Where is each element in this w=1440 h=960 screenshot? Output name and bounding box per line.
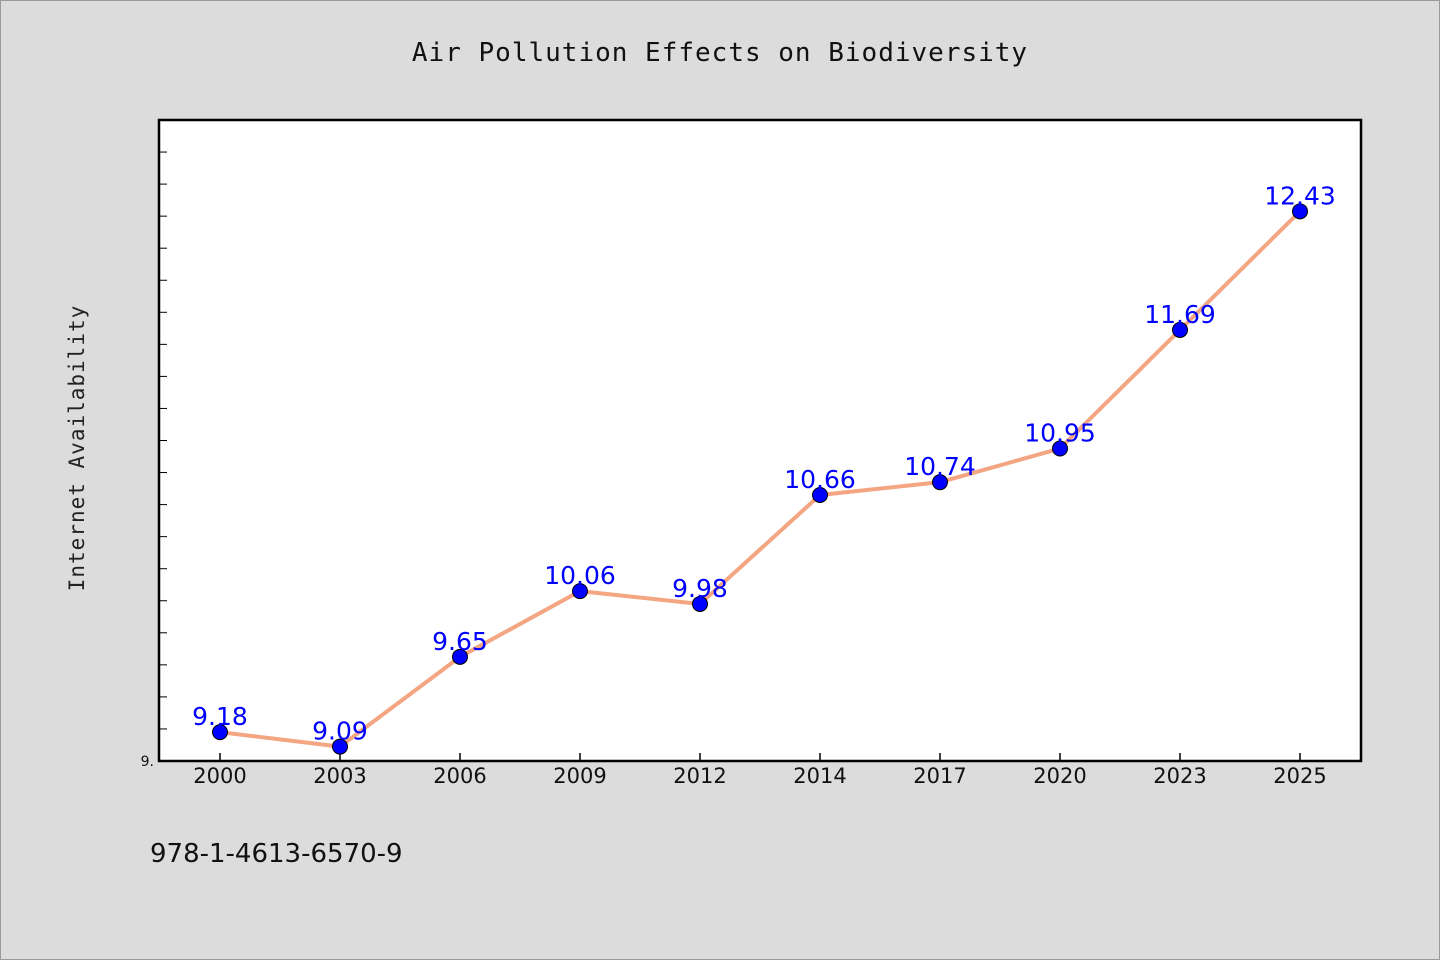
data-label: 12.43 bbox=[1264, 181, 1336, 210]
data-point bbox=[932, 474, 948, 491]
plot-area bbox=[157, 118, 1363, 763]
x-tick-label: 2003 bbox=[313, 764, 366, 788]
data-label: 10.95 bbox=[1024, 419, 1096, 448]
data-point bbox=[1292, 203, 1308, 220]
series-markers bbox=[212, 203, 1308, 755]
data-label: 9.65 bbox=[432, 627, 488, 656]
y-axis-label: Internet Availability bbox=[65, 305, 89, 592]
chart-title: Air Pollution Effects on Biodiversity bbox=[412, 38, 1028, 68]
data-point bbox=[212, 724, 228, 741]
y-tick-label: 9. bbox=[141, 754, 154, 770]
x-axis-tick-labels: 2000 2003 2006 2009 2012 2014 2017 2020 2023 2025 bbox=[193, 764, 1326, 788]
y-axis-ticks bbox=[159, 151, 167, 730]
data-label: 9.18 bbox=[192, 702, 248, 731]
data-label: 9.98 bbox=[672, 574, 728, 603]
x-axis-ticks bbox=[219, 753, 1301, 761]
data-label: 11.69 bbox=[1144, 300, 1216, 329]
x-tick-label: 2000 bbox=[193, 764, 246, 788]
data-label: 10.06 bbox=[544, 561, 616, 590]
x-tick-label: 2009 bbox=[553, 764, 606, 788]
data-label: 10.74 bbox=[904, 452, 976, 481]
data-point bbox=[332, 738, 348, 755]
data-point bbox=[1172, 321, 1188, 338]
x-tick-label: 2012 bbox=[673, 764, 726, 788]
data-labels: 9.18 9.09 9.65 10.06 9.98 10.66 10.74 10.95 11.6… bbox=[192, 181, 1336, 745]
x-tick-label: 2006 bbox=[433, 764, 486, 788]
x-tick-label: 2020 bbox=[1033, 764, 1086, 788]
data-label: 9.09 bbox=[312, 717, 368, 746]
series-line bbox=[219, 209, 1302, 749]
data-point bbox=[572, 583, 588, 600]
data-label: 10.66 bbox=[784, 465, 856, 494]
data-point bbox=[812, 486, 828, 503]
x-tick-label: 2023 bbox=[1153, 764, 1206, 788]
data-point bbox=[452, 648, 468, 665]
x-tick-label: 2017 bbox=[913, 764, 966, 788]
data-point bbox=[1052, 440, 1068, 457]
footer-code: 978-1-4613-6570-9 bbox=[150, 839, 403, 869]
x-tick-label: 2014 bbox=[793, 764, 846, 788]
data-point bbox=[692, 595, 708, 612]
x-tick-label: 2025 bbox=[1273, 764, 1326, 788]
